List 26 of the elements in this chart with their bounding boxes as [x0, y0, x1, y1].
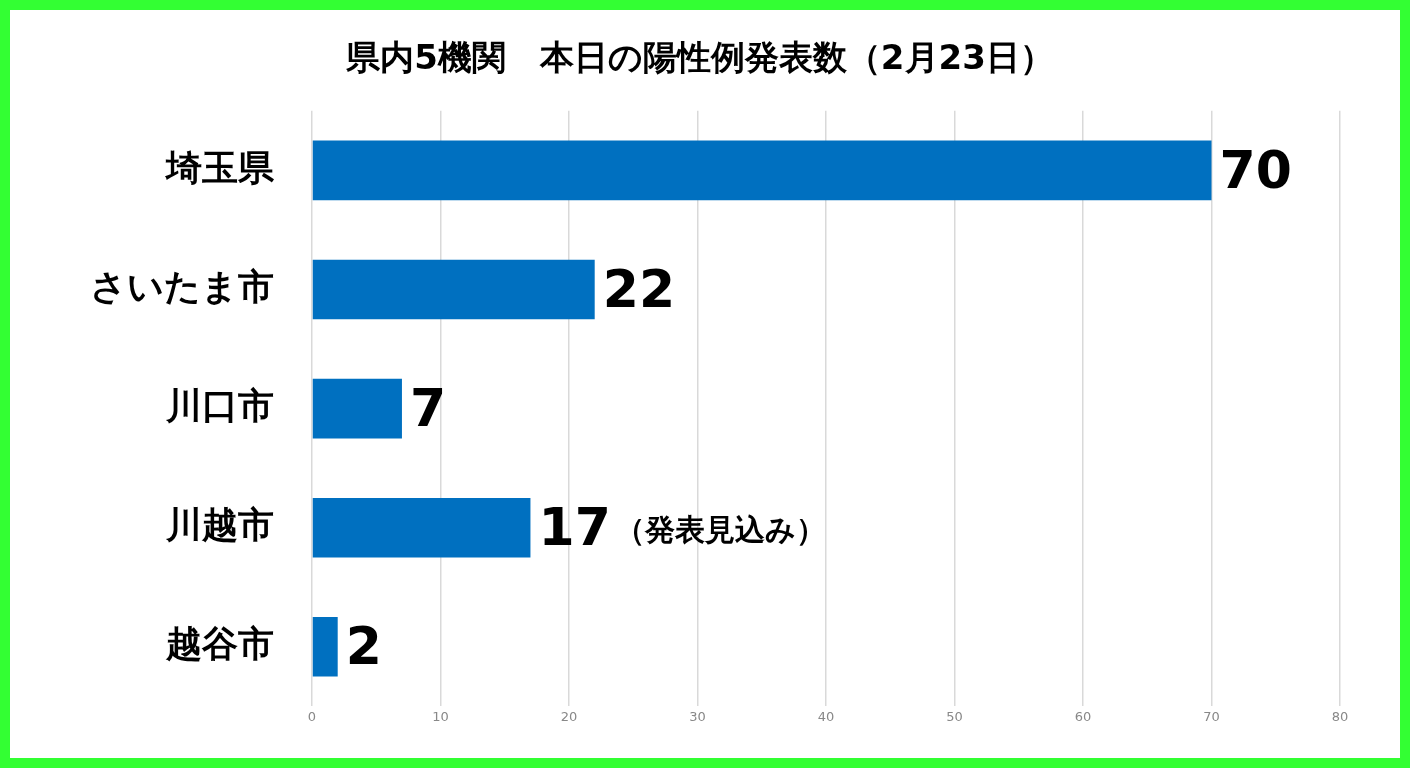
- data-label: 70: [1219, 139, 1292, 200]
- x-tick-label: 10: [432, 708, 449, 724]
- data-label: 22: [602, 259, 676, 319]
- y-tick-label: さいたま市: [90, 265, 274, 307]
- bar: [312, 497, 531, 558]
- y-tick-label: 越谷市: [165, 623, 274, 665]
- bar: [312, 378, 402, 439]
- y-tick-label: 埼玉県: [164, 146, 275, 188]
- x-tick-label: 50: [946, 708, 963, 724]
- x-tick-label: 40: [817, 708, 835, 724]
- x-tick-label: 70: [1203, 708, 1220, 724]
- data-label: 7: [409, 378, 447, 439]
- data-label: 2: [345, 616, 382, 677]
- x-tick-label: 60: [1074, 708, 1092, 724]
- y-tick-label: 川越市: [165, 504, 274, 546]
- bar: [312, 617, 338, 677]
- bar: [312, 140, 1212, 201]
- y-tick-label: 川口市: [165, 384, 274, 426]
- annotation: （発表見込み）: [614, 511, 826, 547]
- x-tick-label: 80: [1331, 708, 1349, 724]
- bar: [312, 259, 595, 320]
- data-label: 17: [538, 497, 611, 558]
- x-tick-label: 30: [689, 708, 706, 724]
- x-tick-label: 20: [560, 708, 578, 724]
- chart-title: 県内5機関 本日の陽性例発表数（2月23日）: [345, 37, 1054, 78]
- x-tick-label: 0: [307, 708, 317, 724]
